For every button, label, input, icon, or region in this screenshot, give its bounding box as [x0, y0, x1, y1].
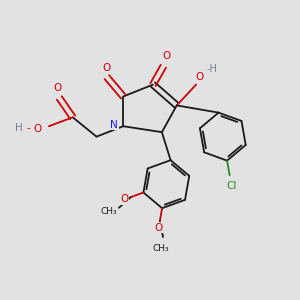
Text: N: N: [110, 120, 118, 130]
Text: -H: -H: [207, 64, 218, 74]
Text: H: H: [15, 123, 23, 133]
Text: -: -: [27, 123, 31, 133]
Text: O: O: [102, 63, 110, 73]
Text: CH₃: CH₃: [153, 244, 169, 253]
Text: CH₃: CH₃: [100, 207, 117, 216]
Text: Cl: Cl: [226, 181, 237, 190]
Text: O: O: [162, 51, 170, 62]
Text: O: O: [54, 83, 62, 93]
Text: O: O: [34, 124, 42, 134]
Text: O: O: [121, 194, 129, 204]
Text: O: O: [195, 72, 203, 82]
Text: O: O: [154, 223, 163, 233]
